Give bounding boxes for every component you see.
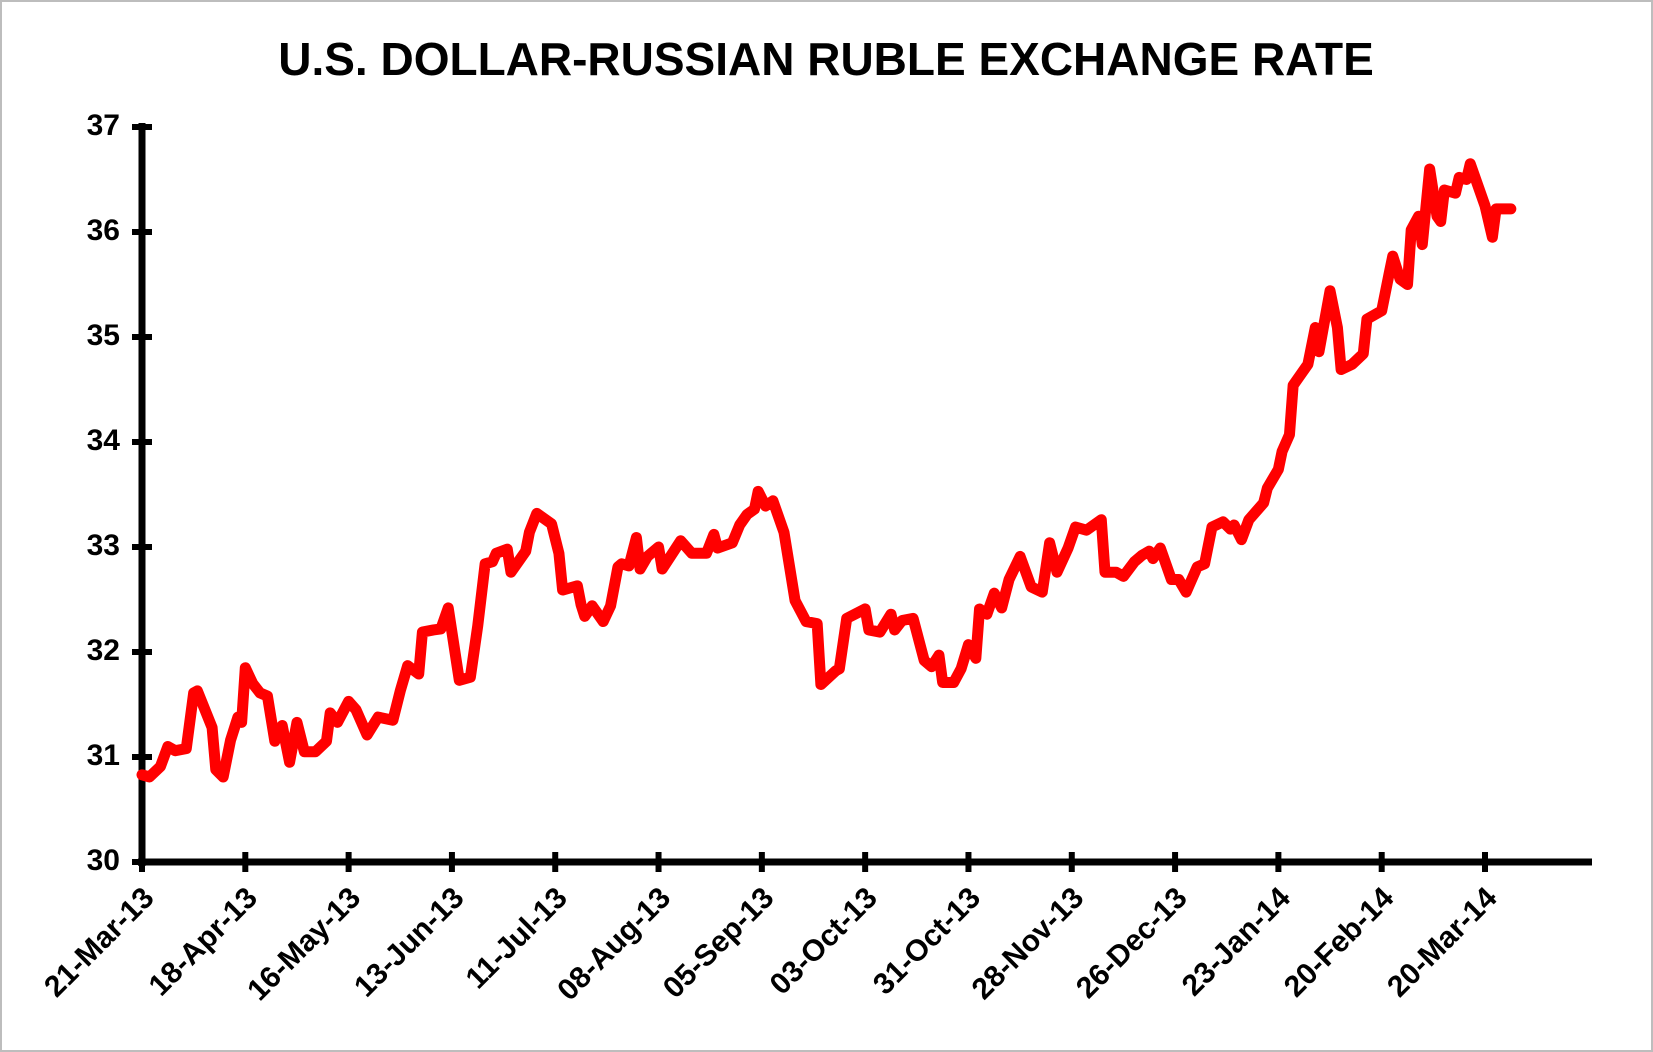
y-tick-label: 36	[87, 214, 120, 247]
y-tick-label: 34	[87, 424, 121, 457]
data-line	[136, 158, 1517, 783]
y-tick-label: 33	[87, 529, 120, 562]
y-tick-label: 32	[87, 634, 120, 667]
y-tick-label: 37	[87, 109, 120, 142]
chart-title: U.S. DOLLAR-RUSSIAN RUBLE EXCHANGE RATE	[278, 33, 1374, 85]
y-tick-label: 30	[87, 844, 120, 877]
y-tick-label: 35	[87, 319, 120, 352]
y-tick-label: 31	[87, 739, 120, 772]
